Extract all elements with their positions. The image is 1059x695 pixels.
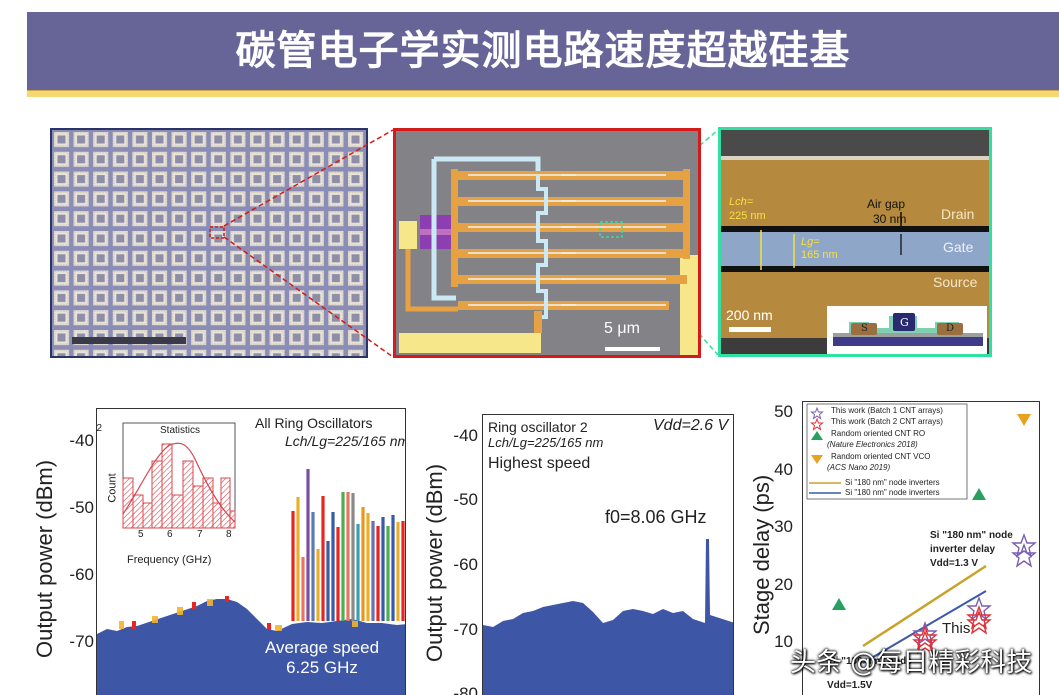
plot-area: All Ring Oscillators Lch/Lg=225/165 nm A… bbox=[96, 408, 406, 695]
lch-value: 225 nm bbox=[729, 210, 766, 222]
spectrum-plot bbox=[97, 469, 405, 695]
air-gap-value: 30 nm bbox=[873, 212, 907, 226]
y-tick: -80 bbox=[453, 684, 478, 695]
statistics-inset: Statistics Count 5 6 7 8 bbox=[107, 419, 237, 546]
inset-title: Statistics bbox=[160, 425, 201, 436]
y-tick: -70 bbox=[453, 620, 478, 639]
chart-all-ring-oscillators: Output power (dBm) -40 -50 -60 -70 bbox=[30, 400, 410, 695]
chart-subtitle: Lch/Lg=225/165 nm bbox=[488, 435, 604, 450]
ring-oscillator-layout bbox=[396, 131, 698, 355]
y-tick: 10 bbox=[774, 632, 793, 651]
scale-bar-label: 5 μm bbox=[604, 320, 640, 337]
scatter-plot bbox=[806, 403, 1037, 664]
inset-x-tick: 6 bbox=[167, 529, 173, 540]
gate-label: Gate bbox=[943, 239, 974, 255]
spectrum-plot bbox=[483, 539, 733, 695]
page-title: 碳管电子学实测电路速度超越硅基 bbox=[235, 28, 851, 74]
chart-ring-oscillator-2: Output power (dBm) -40 -50 -60 -70 -80 R… bbox=[410, 400, 740, 695]
vdd-13-annotation: Vdd=1.3 V bbox=[930, 558, 979, 569]
schematic-drain: D bbox=[946, 323, 955, 334]
air-gap-label: Air gap bbox=[867, 197, 906, 211]
plot-area: Ring oscillator 2 Lch/Lg=225/165 nm High… bbox=[482, 414, 734, 695]
legend-item: Random oriented CNT VCO bbox=[831, 452, 931, 461]
transistor-sem-image: Lch= 225 nm Lg= 165 nm Air gap 30 nm Dra… bbox=[718, 127, 992, 357]
y-tick: -50 bbox=[453, 490, 478, 509]
y-tick: 50 bbox=[774, 402, 793, 421]
title-underline-stripe bbox=[27, 90, 1059, 97]
y-tick: -70 bbox=[69, 632, 94, 651]
y-tick: 30 bbox=[774, 517, 793, 536]
inverter-fingers bbox=[458, 171, 687, 310]
si-15-annotation: Si "180 nm" node bbox=[829, 656, 912, 667]
si-delay-annotation-2: inverter delay bbox=[930, 544, 996, 555]
legend-item: Si "180 nm" node inverters bbox=[845, 478, 940, 487]
y-tick: -60 bbox=[453, 555, 478, 574]
legend-item-note: (ACS Nano 2019) bbox=[827, 463, 891, 472]
ring-oscillator-image: 5 μm bbox=[393, 128, 701, 358]
f0-annotation: f0=8.06 GHz bbox=[605, 507, 707, 527]
vdd-label: Vdd=2.6 V bbox=[653, 417, 729, 434]
wafer-grid-graphic bbox=[52, 130, 366, 356]
title-banner: 碳管电子学实测电路速度超越硅基 bbox=[27, 12, 1059, 90]
legend-item: Si "180 nm" node inverters bbox=[845, 488, 940, 497]
legend-item: This work (Batch 1 CNT arrays) bbox=[831, 406, 943, 415]
lch-label: Lch= bbox=[729, 196, 754, 208]
sem-structure bbox=[721, 130, 989, 354]
inset-y-title: Count bbox=[106, 473, 119, 503]
plot-area: This work (Batch 1 CNT arrays) This work… bbox=[802, 401, 1040, 695]
y-axis-title: Stage delay (ps) bbox=[749, 474, 774, 635]
histogram bbox=[122, 422, 236, 529]
y-tick: -40 bbox=[69, 431, 94, 450]
inset-x-tick: 5 bbox=[138, 529, 144, 540]
y-tick: -60 bbox=[69, 565, 94, 584]
inset-x-title: Frequency (GHz) bbox=[127, 554, 212, 566]
y-tick: -40 bbox=[453, 426, 478, 445]
y-tick: -50 bbox=[69, 498, 94, 517]
chart-subtitle: Lch/Lg=225/165 nm bbox=[285, 433, 406, 449]
schematic-source: S bbox=[861, 323, 868, 334]
si-delay-annotation: Si "180 nm" node bbox=[930, 530, 1013, 541]
this-work-annotation: This bbox=[942, 620, 971, 637]
sem-scale-bar-label: 200 nm bbox=[726, 307, 773, 323]
lg-label: Lg= bbox=[801, 236, 820, 248]
chart-stage-delay: Stage delay (ps) 50 40 30 20 10 bbox=[745, 400, 1059, 695]
legend-item: Random oriented CNT RO bbox=[831, 429, 926, 438]
inset-y-tick: 12 bbox=[96, 423, 103, 434]
inset-x-tick: 8 bbox=[226, 529, 232, 540]
watermark: 头条 @每日精彩科技 bbox=[790, 648, 1033, 678]
y-tick: 40 bbox=[774, 460, 793, 479]
vdd-15-annotation: Vdd=1.5V bbox=[827, 680, 873, 691]
wafer-array-image bbox=[50, 128, 368, 358]
lg-value: 165 nm bbox=[801, 249, 838, 261]
drain-label: Drain bbox=[941, 206, 975, 222]
schematic-gate: G bbox=[900, 316, 909, 329]
y-tick: 20 bbox=[774, 575, 793, 594]
source-label: Source bbox=[933, 274, 978, 290]
y-axis-title: Output power (dBm) bbox=[32, 459, 57, 658]
inset-x-tick: 7 bbox=[197, 529, 203, 540]
legend-item: This work (Batch 2 CNT arrays) bbox=[831, 417, 943, 426]
chart-title: Ring oscillator 2 bbox=[488, 419, 588, 435]
average-speed-annotation: Average speed 6.25 GHz bbox=[264, 638, 380, 677]
legend-item-note: (Nature Electronics 2018) bbox=[827, 440, 918, 449]
highest-speed-label: Highest speed bbox=[488, 455, 591, 472]
chart-title: All Ring Oscillators bbox=[255, 415, 373, 431]
